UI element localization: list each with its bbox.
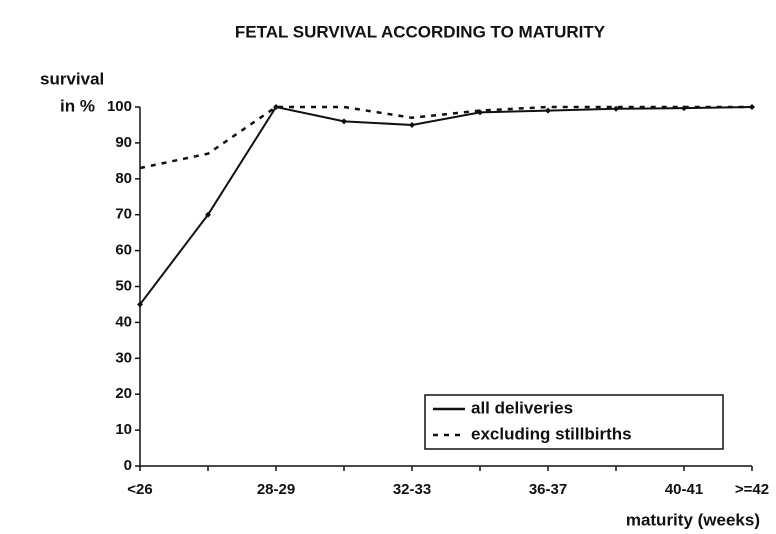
x-tick-label: >=42 [735,481,769,498]
y-axis-label: survival [40,69,104,88]
data-point [341,118,347,125]
x-tick-label: <26 [127,481,152,498]
x-tick-label: 36-37 [529,481,567,498]
y-tick-label: 70 [115,206,132,223]
data-point [545,107,551,114]
data-point [273,104,279,110]
y-tick-label: 30 [115,349,132,366]
x-axis-label: maturity (weeks) [626,510,760,529]
legend-label: excluding stillbirths [471,424,632,443]
y-tick-label: 50 [115,277,132,294]
legend-box [424,394,724,450]
y-tick-label: 20 [115,385,132,402]
x-tick-label: 32-33 [393,481,431,498]
data-point [409,121,415,128]
y-tick-label: 80 [115,170,132,187]
y-tick-label: 10 [115,421,132,438]
series-line [139,105,753,306]
chart-title: FETAL SURVIVAL ACCORDING TO MATURITY [235,22,606,41]
y-tick-label: 40 [115,313,132,330]
data-point [205,211,211,218]
data-point [613,105,619,112]
y-tick-label: 60 [115,242,132,259]
y-tick-label: 90 [115,134,132,151]
x-tick-label: 28-29 [257,481,295,498]
series-line [139,105,752,170]
x-tick-label: 40-41 [665,481,703,498]
legend-label: all deliveries [471,398,573,417]
y-axis-label: in % [60,96,95,115]
data-point [137,301,143,308]
y-tick-label: 100 [107,98,132,115]
y-tick-label: 0 [124,457,132,474]
